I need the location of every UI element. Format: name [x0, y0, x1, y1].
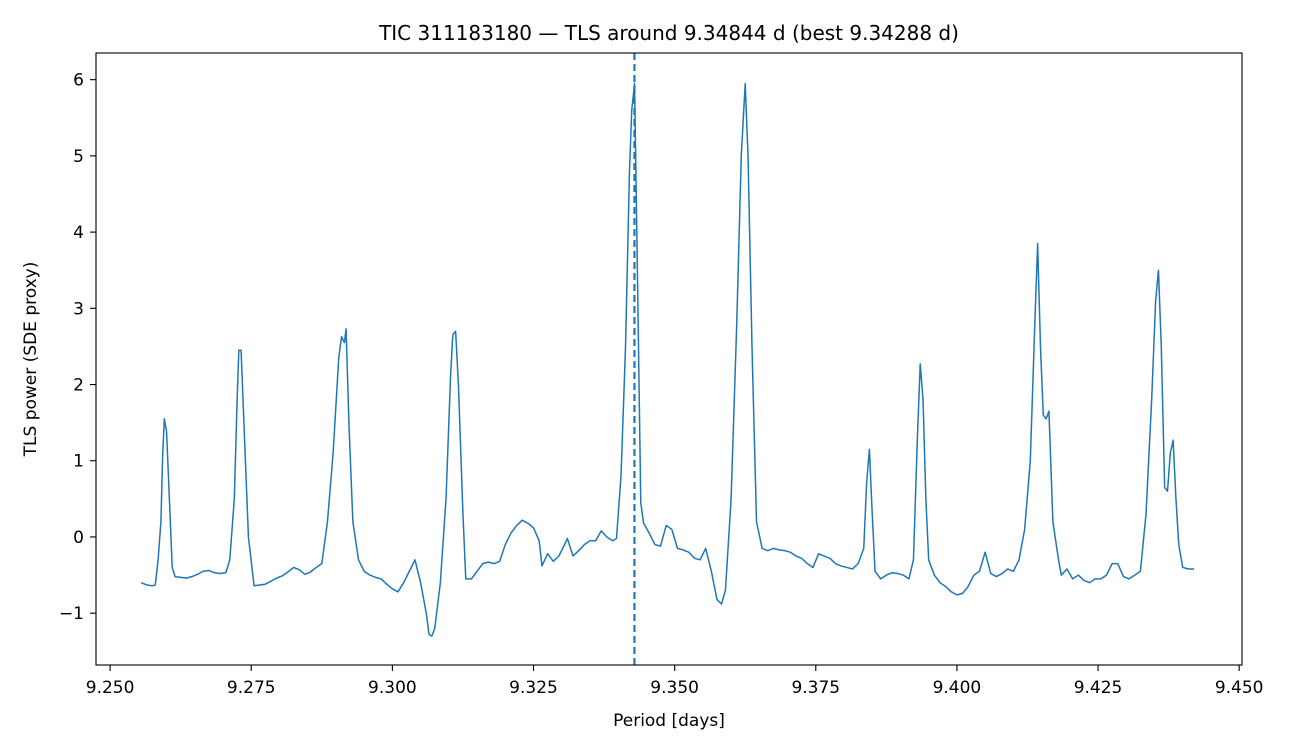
y-tick-label: 0 — [73, 528, 84, 548]
y-tick-label: 4 — [73, 223, 84, 243]
y-tick-label: 5 — [73, 147, 84, 167]
x-tick-label: 9.300 — [368, 678, 417, 698]
x-tick-label: 9.350 — [650, 678, 699, 698]
x-tick-label: 9.275 — [227, 678, 276, 698]
x-tick-label: 9.425 — [1074, 678, 1123, 698]
plot-frame — [95, 52, 1243, 666]
y-tick-label: 3 — [73, 299, 84, 319]
series-layer — [140, 82, 1195, 637]
x-tick-label: 9.400 — [933, 678, 982, 698]
y-axis-label: TLS power (SDE proxy) — [21, 262, 41, 458]
y-tick-label: 1 — [73, 452, 84, 472]
x-tick-label: 9.450 — [1215, 678, 1264, 698]
y-axis: −1 0 1 2 3 4 5 6 — [59, 71, 96, 624]
y-tick-label: 2 — [73, 376, 84, 396]
x-tick-label: 9.375 — [791, 678, 840, 698]
x-tick-label: 9.250 — [86, 678, 135, 698]
y-tick-label: −1 — [59, 604, 84, 624]
series-line-0 — [140, 82, 1195, 637]
x-axis: 9.250 9.275 9.300 9.325 9.350 9.375 9.400 9.425… — [86, 665, 1264, 698]
y-tick-label: 6 — [73, 71, 84, 91]
chart-title: TIC 311183180 — TLS around 9.34844 d (be… — [378, 21, 959, 45]
x-axis-label: Period [days] — [613, 711, 725, 731]
x-tick-label: 9.325 — [509, 678, 558, 698]
